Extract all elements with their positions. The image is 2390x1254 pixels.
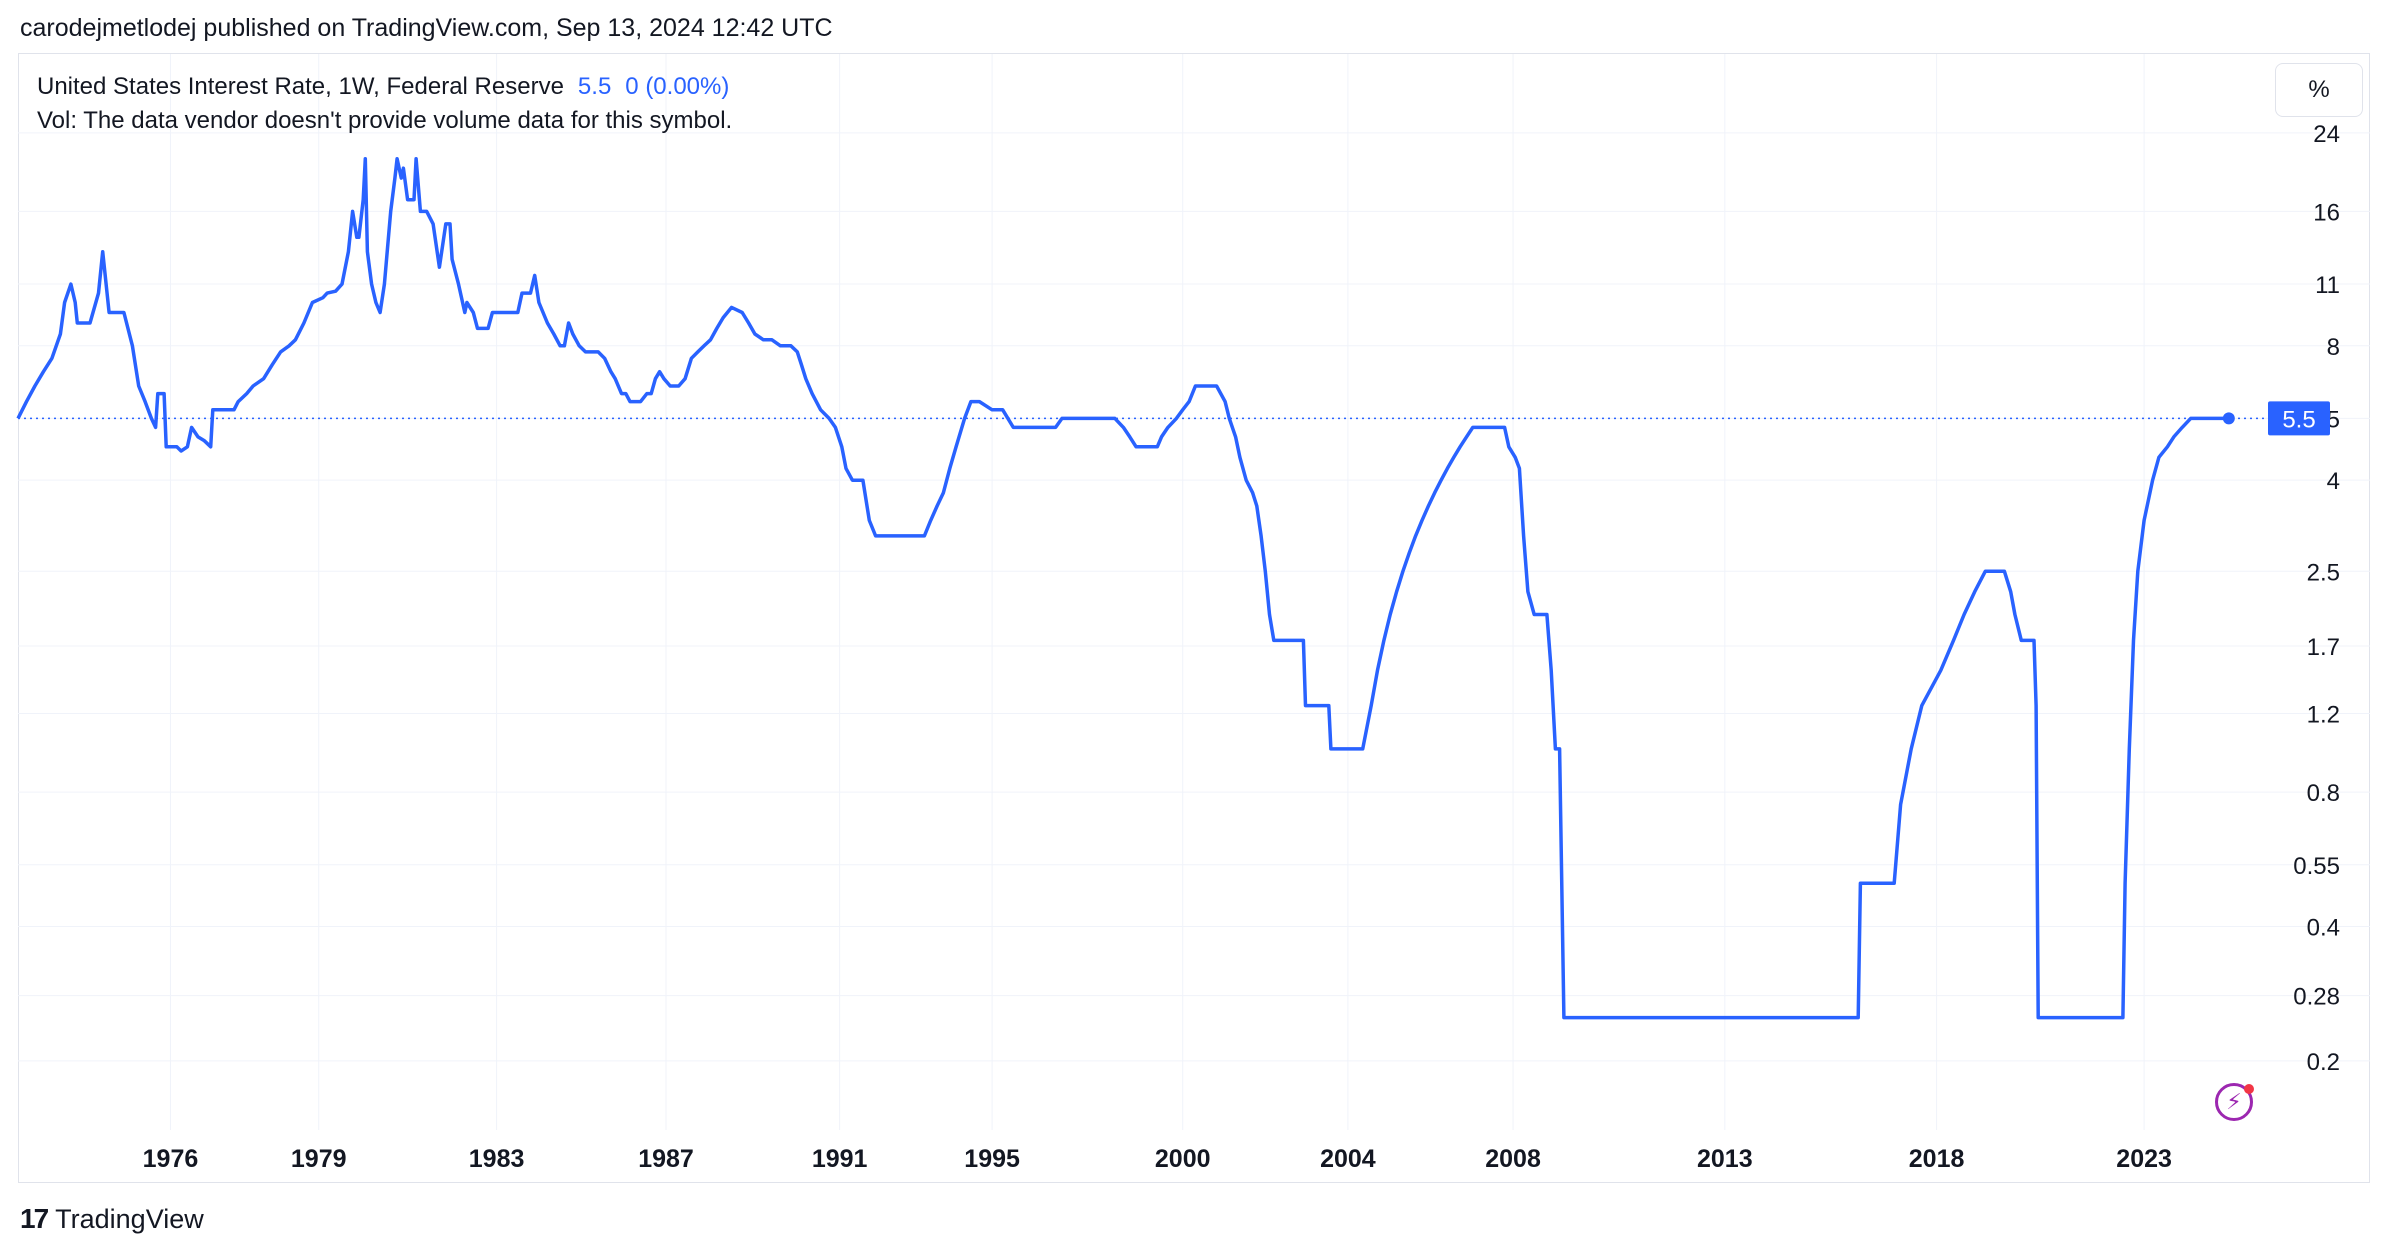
x-tick-label: 1976 [143,1145,199,1173]
x-tick-label: 1987 [638,1145,694,1173]
y-tick-label: 4 [2327,468,2340,495]
price-label: 5.5 [2268,401,2330,436]
legend: United States Interest Rate, 1W, Federal… [37,70,732,138]
price-label-bg [2268,401,2330,436]
x-axis: 1976 1979 1983 1987 1991 1995 2000 2004 2008 2013… [143,1145,2172,1173]
y-axis: 24161185.542.51.71.20.80.550.40.280.2 [2293,121,2340,1076]
y-tick-label: 24 [2313,121,2340,148]
last-value: 5.5 [577,73,612,100]
chart-frame [18,53,2370,1183]
x-tick-label: 2018 [1909,1145,1965,1173]
x-tick-label: 1995 [964,1145,1020,1173]
y-tick-label: 16 [2313,199,2340,226]
chart-grid [18,54,2370,1130]
symbol-title[interactable]: United States Interest Rate, 1W, Federal… [37,73,564,100]
notification-dot [2244,1084,2254,1094]
x-tick-label: 1983 [469,1145,525,1173]
y-tick-label: 0.8 [2307,780,2340,807]
volume-note: Vol: The data vendor doesn't provide vol… [37,107,733,134]
published-line: carodejmetlodej published on TradingView… [20,14,833,42]
x-tick-label: 2013 [1697,1145,1753,1173]
y-tick-label: 0.28 [2293,984,2340,1011]
y-tick-label: 0.4 [2307,914,2340,941]
x-tick-label: 2008 [1485,1145,1541,1173]
footer: 17 TradingView [20,1203,204,1235]
unit-toggle-button[interactable]: % [2275,63,2363,117]
series-line [16,156,2229,1020]
price-label-text: 5.5 [2282,406,2315,433]
change-value: 0 (0.00%) [625,73,730,100]
y-tick-label: 1.2 [2307,702,2340,729]
tradingview-logo-icon[interactable]: 17 [20,1203,49,1234]
lightning-icon[interactable]: ⚡ [2215,1083,2253,1121]
x-tick-label: 1979 [291,1145,347,1173]
last-value-dot [2222,412,2235,425]
y-tick-label: 0.55 [2293,853,2340,880]
x-tick-label: 1991 [812,1145,868,1173]
y-tick-label: 2.5 [2307,559,2340,586]
y-tick-label: 8 [2327,334,2340,361]
x-tick-label: 2004 [1320,1145,1376,1173]
x-tick-label: 2023 [2116,1145,2172,1173]
brand-name[interactable]: TradingView [55,1203,204,1234]
y-tick-label: 11 [2315,272,2340,299]
y-tick-label: 1.7 [2307,634,2340,661]
x-tick-label: 2000 [1155,1145,1211,1173]
y-tick-label: 0.2 [2307,1049,2340,1076]
